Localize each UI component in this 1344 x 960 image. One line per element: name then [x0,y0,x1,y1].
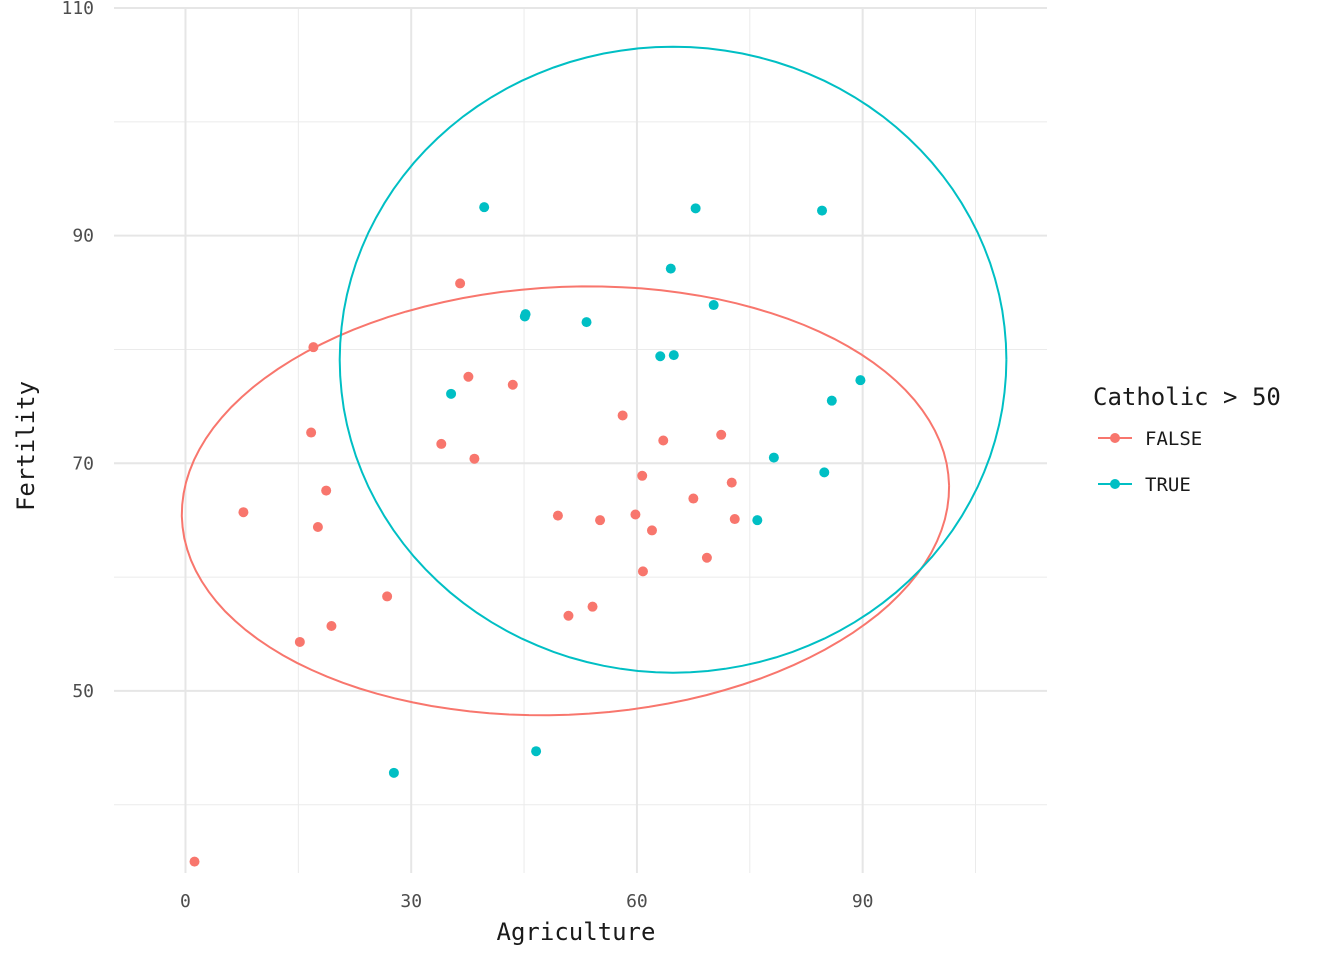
legend-key-point [1110,479,1120,489]
point-true [665,263,676,274]
y-tick-label: 90 [72,226,94,247]
data-points [189,202,866,867]
point-true [668,350,679,361]
point-false [563,610,574,621]
point-false [552,510,563,521]
point-false [701,552,712,563]
x-axis-title: Agriculture [497,918,656,946]
point-true [708,300,719,311]
point-true [531,746,542,757]
point-true [520,309,531,320]
point-false [306,427,317,438]
point-true [388,767,399,778]
point-false [716,429,727,440]
legend-title: Catholic > 50 [1093,383,1281,411]
point-false [382,591,393,602]
point-true [581,317,592,328]
point-false [455,278,466,289]
point-false [726,477,737,488]
point-false [238,507,249,518]
legend-items: FALSE TRUE [1098,428,1202,496]
confidence-ellipses [180,45,1008,717]
point-true [655,351,666,362]
point-true [479,202,490,213]
point-false [637,566,648,577]
point-false [189,856,200,867]
x-tick-label: 60 [626,891,648,912]
grid-major-lines [114,7,1047,873]
legend-key-point [1110,433,1120,443]
x-tick-label: 0 [180,891,191,912]
y-tick-label: 50 [72,681,94,702]
point-false [646,525,657,536]
point-false [637,470,648,481]
point-false [326,621,337,632]
point-false [688,493,699,504]
point-false [630,509,641,520]
y-axis-tick-labels: 50 70 90 110 [61,0,94,702]
point-true [855,375,866,386]
y-axis-title: Fertility [12,381,40,511]
x-axis-tick-labels: 0 30 60 90 [180,891,873,912]
point-true [768,452,779,463]
legend-label: FALSE [1145,428,1202,450]
legend-label: TRUE [1145,474,1191,496]
point-true [826,395,837,406]
ellipse-true [338,45,1008,674]
grid-minor-lines [114,8,1047,873]
x-tick-label: 90 [852,891,874,912]
legend-item-true: TRUE [1098,474,1191,496]
point-true [690,203,701,214]
point-false [617,410,628,421]
point-false [595,515,606,526]
y-tick-label: 110 [61,0,94,19]
point-false [658,435,669,446]
point-false [587,601,598,612]
legend: Catholic > 50 FALSE TRUE [1093,383,1281,496]
x-tick-label: 30 [400,891,422,912]
point-false [463,371,474,382]
y-tick-label: 70 [72,453,94,474]
point-false [308,342,319,353]
point-false [729,514,740,525]
point-false [507,379,518,390]
point-false [321,485,332,496]
point-true [819,467,830,478]
legend-item-false: FALSE [1098,428,1202,450]
point-false [469,453,480,464]
point-true [752,515,763,526]
ellipse-false [180,285,951,717]
point-false [294,636,305,647]
point-true [446,388,457,399]
point-false [312,522,323,532]
point-true [817,205,828,216]
point-false [436,438,447,449]
